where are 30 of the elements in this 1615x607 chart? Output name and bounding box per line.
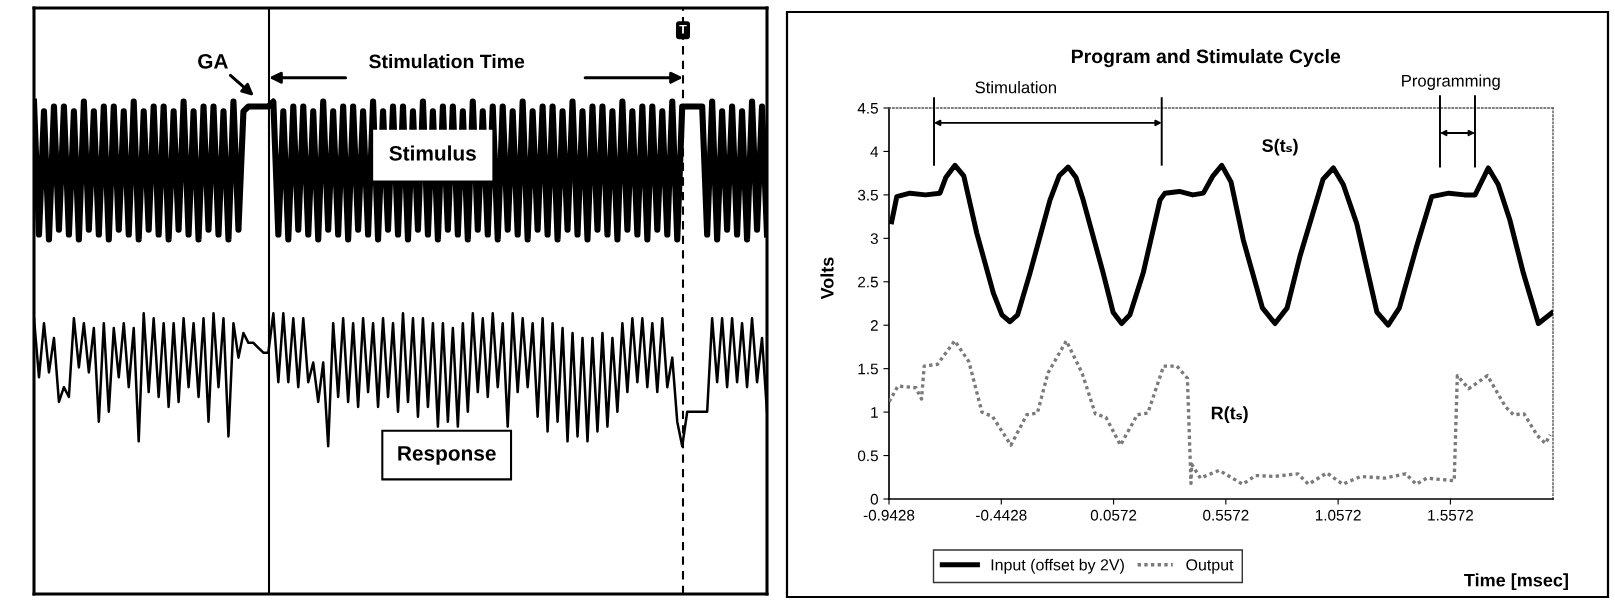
text: Programming	[1402, 74, 1500, 90]
y-tick-label: 4	[870, 146, 879, 157]
text: Stimulation Time	[369, 54, 525, 69]
x-tick-label: 1.5572	[1428, 509, 1474, 521]
y-tick-label: 2.5	[858, 276, 878, 288]
y-tick-label: 3.5	[857, 189, 878, 201]
text: T	[679, 24, 687, 34]
y-tick-label: 1	[871, 407, 878, 418]
annotation: R(tₛ)	[1211, 406, 1248, 423]
y-tick-label: 3	[870, 233, 878, 245]
y-tick-label: 4.5	[857, 103, 878, 114]
x-tick-label: -0.9428	[863, 509, 915, 521]
text: Stimulation	[975, 81, 1056, 94]
x-tick-label: -0.4428	[976, 509, 1027, 521]
legend-label: Input (offset by 2V)	[991, 558, 1124, 574]
y-axis-title: Volts	[820, 257, 834, 300]
chart-title: Program and Stimulate Cycle	[1071, 48, 1341, 68]
legend-label: Output	[1186, 559, 1234, 574]
x-tick-label: 0.0572	[1090, 509, 1137, 521]
text: GA	[198, 53, 228, 69]
annotation: S(tₛ)	[1262, 138, 1298, 156]
x-axis-title: Time [msec]	[1464, 573, 1568, 591]
y-tick-label: 0	[870, 493, 878, 505]
series-label: Stimulus	[389, 145, 476, 161]
y-tick-label: 0.5	[857, 450, 878, 462]
x-tick-label: 0.5572	[1203, 509, 1249, 521]
x-tick-label: 1.0572	[1315, 509, 1361, 521]
series-label: Response	[398, 446, 496, 465]
y-tick-label: 2	[870, 320, 878, 331]
y-tick-label: 1.5	[858, 363, 878, 375]
